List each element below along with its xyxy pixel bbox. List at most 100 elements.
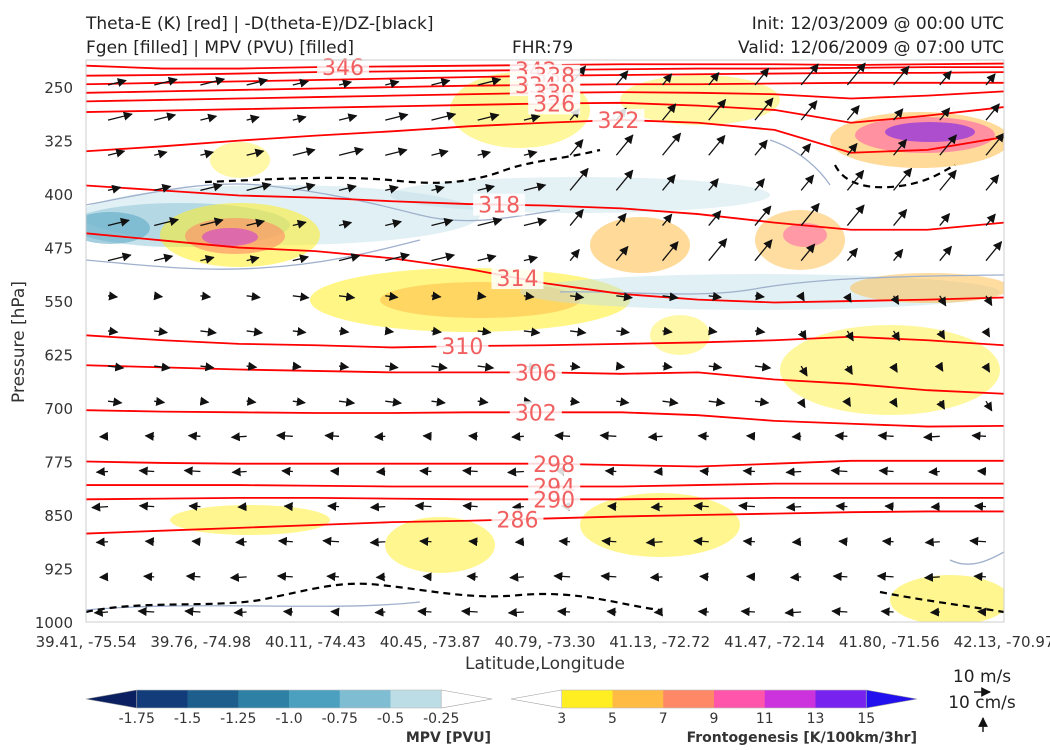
wind-vector	[93, 607, 109, 617]
wind-vector	[939, 212, 951, 226]
wind-vector	[831, 607, 848, 617]
wind-vector	[789, 572, 802, 582]
theta-e-label: 318	[478, 194, 520, 219]
wind-vector	[937, 295, 947, 307]
wind-vector	[708, 291, 723, 301]
wind-vector	[835, 501, 848, 511]
wind-vector	[889, 362, 898, 373]
wind-vector	[338, 183, 357, 193]
colorbar-tick-label: 15	[857, 711, 875, 727]
wind-vector	[893, 208, 908, 226]
wind-vector	[662, 326, 673, 336]
wind-vector	[936, 399, 945, 410]
wind-vector	[650, 502, 663, 512]
wind-vector	[477, 327, 492, 337]
y-tick-label: 625	[44, 347, 73, 365]
wind-vector	[246, 114, 260, 124]
wind-vector	[754, 97, 774, 121]
dtheta-dz-contour	[204, 148, 601, 184]
wind-vector	[834, 431, 848, 441]
y-tick-label: 700	[44, 400, 73, 418]
wind-vector	[338, 361, 350, 371]
colorbar-segment	[764, 690, 816, 708]
wind-vector	[880, 607, 894, 617]
mpv-colorbar: -1.75 -1.5 -1.25 -1.0 -0.75 -0.5 -0.25	[85, 689, 493, 727]
theta-e-label-bg	[509, 361, 562, 384]
wind-vector	[662, 103, 677, 121]
wind-vector	[138, 466, 155, 476]
wind-vector	[477, 362, 495, 372]
wind-vector	[385, 112, 409, 121]
theta-e-label: 306	[515, 361, 557, 386]
fgen-fill	[590, 217, 690, 273]
fgen-fill	[170, 505, 330, 535]
wind-vector	[107, 111, 133, 121]
wind-vector	[615, 212, 627, 226]
wind-vector	[893, 248, 904, 262]
wind-vector	[791, 537, 802, 547]
wind-vector	[431, 362, 448, 372]
wind-vector	[95, 467, 109, 477]
wind-vector	[200, 291, 212, 301]
wind-vector	[570, 291, 585, 301]
mpv-colorbar-label: MPV [PVU]	[406, 730, 491, 746]
wind-vector	[616, 326, 630, 337]
wind-vector	[417, 607, 432, 617]
y-tick-label: 475	[44, 240, 73, 258]
wind-vector	[154, 76, 178, 86]
wind-vector	[569, 208, 584, 226]
wind-vector	[708, 397, 726, 407]
colorbar-segment	[238, 690, 290, 708]
wind-vector	[985, 103, 1000, 121]
colorbar-tick-label: -0.75	[322, 711, 358, 727]
wind-vector	[184, 607, 201, 617]
colorbar-tick-label: 9	[710, 711, 719, 727]
wind-vector	[246, 148, 265, 158]
wind-vector	[431, 326, 442, 336]
wind-vector	[199, 396, 210, 406]
wind-vector	[800, 174, 815, 191]
wind-vector	[708, 71, 720, 86]
wind-vector	[973, 572, 987, 582]
wind-vector	[246, 77, 269, 87]
wind-vector	[276, 571, 293, 581]
wind-vector	[107, 217, 130, 227]
x-tick-label: 40.11, -74.43	[265, 633, 366, 651]
wind-vector	[231, 467, 247, 477]
wind-vector	[137, 606, 155, 617]
wind-vector	[292, 182, 316, 192]
wind-vector	[708, 98, 727, 121]
wind-vector	[154, 183, 172, 193]
wind-vector	[233, 607, 247, 617]
wind-vector	[615, 70, 629, 86]
theta-e-label-bg	[317, 55, 370, 78]
wind-vector	[154, 112, 177, 122]
wind-vector	[385, 147, 408, 157]
colorbar-arrow-low	[510, 689, 563, 709]
wind-vector	[662, 361, 673, 371]
wind-vector	[754, 178, 765, 191]
wind-vector	[985, 240, 1003, 262]
wind-vector	[785, 502, 802, 512]
wind-vector	[662, 241, 679, 262]
wind-vector	[934, 361, 944, 372]
wind-vector	[384, 326, 395, 336]
wind-vector	[467, 431, 478, 441]
theta-e-label: 326	[533, 92, 575, 117]
wind-vector	[754, 326, 766, 336]
wind-vector	[977, 607, 987, 617]
wind-vector	[842, 396, 851, 408]
wind-vector	[200, 182, 223, 192]
wind-vector	[742, 536, 755, 547]
wind-vector	[338, 79, 353, 89]
wind-vector	[893, 108, 904, 121]
wind-vector	[893, 65, 910, 86]
theta-e-line	[86, 510, 1004, 535]
colorbar-segment	[289, 690, 341, 708]
wind-vector	[785, 467, 802, 477]
y-tick-label: 400	[44, 186, 73, 204]
theta-e-label-bg	[473, 193, 526, 216]
wind-vector	[791, 431, 802, 441]
wind-vector	[431, 184, 445, 194]
wind-vector	[185, 571, 201, 582]
